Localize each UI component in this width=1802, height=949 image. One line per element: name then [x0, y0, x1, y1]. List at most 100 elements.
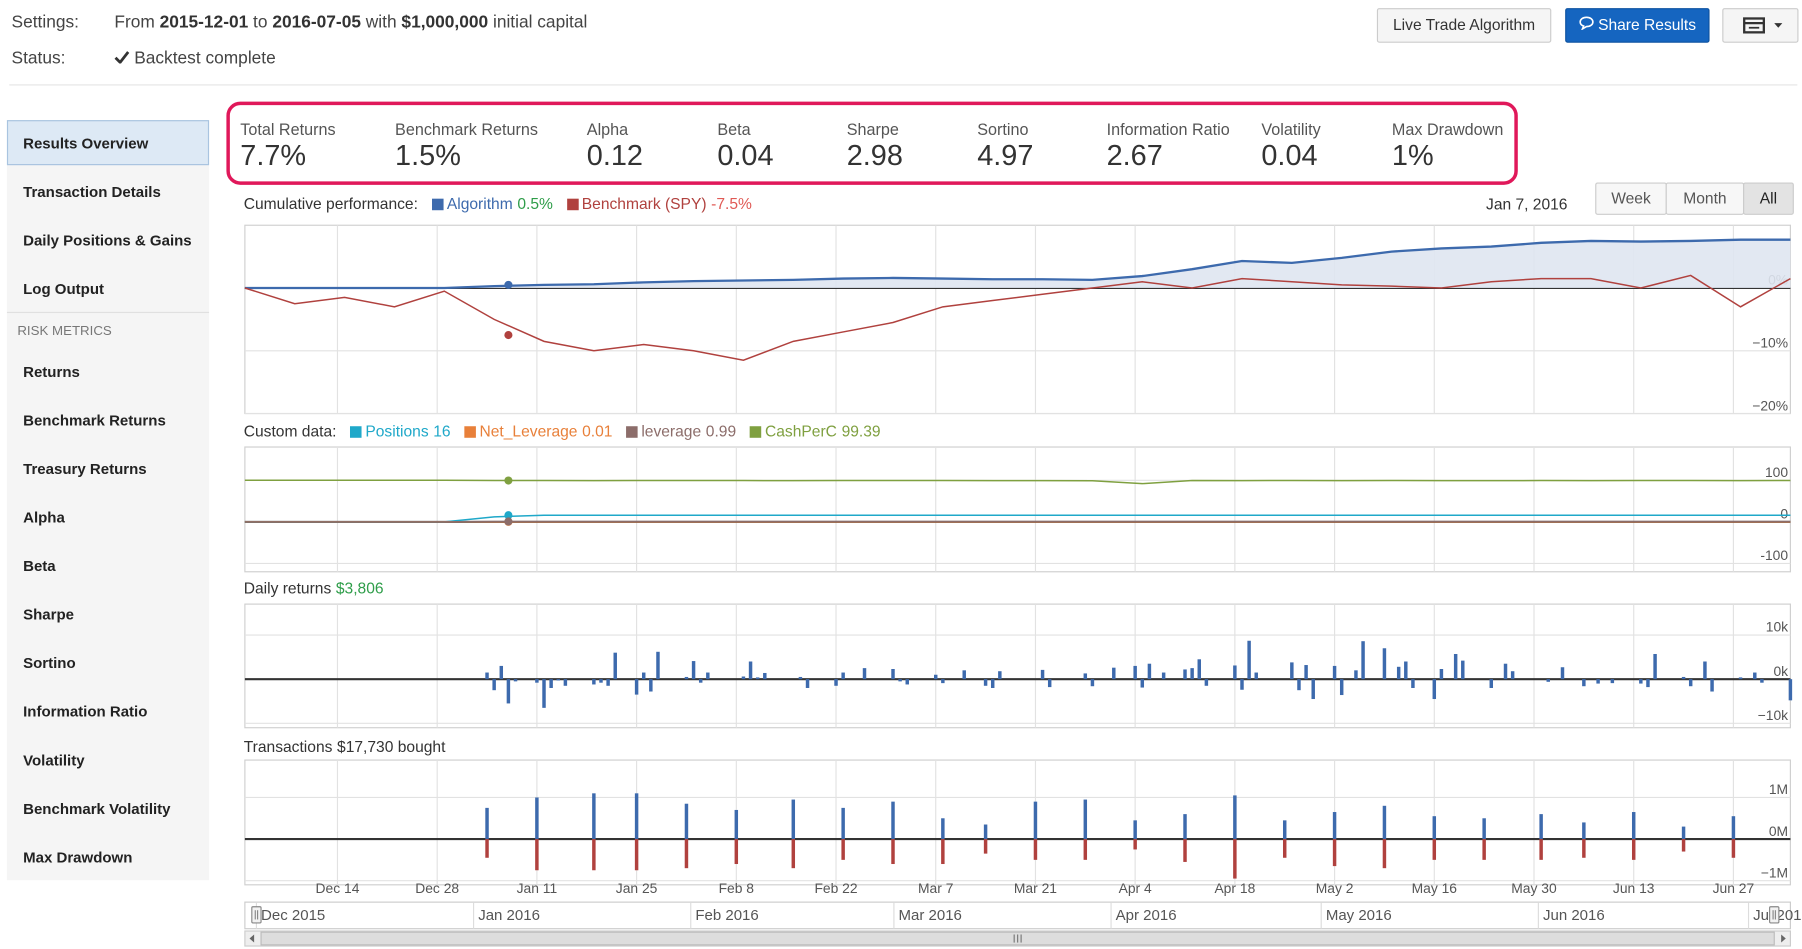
legend-swatch [566, 198, 579, 211]
bar [1610, 679, 1615, 684]
navigator [244, 901, 1791, 930]
plot-frame [244, 603, 1791, 729]
x-tick-label: Apr 4 [1119, 880, 1152, 896]
bar [1582, 839, 1586, 858]
bar [485, 807, 489, 840]
chart-title-row: Custom data: Positions 16 Net_Leverage 0.01 l… [244, 423, 881, 440]
bar [734, 839, 739, 865]
range-button[interactable]: All [1743, 182, 1794, 215]
sidebar-item[interactable]: Benchmark Volatility [23, 799, 171, 818]
status-text: Backtest complete [134, 48, 276, 69]
navigator-label: Feb 2016 [695, 907, 758, 924]
bar [862, 668, 867, 680]
bar [1396, 666, 1401, 680]
bar [983, 679, 988, 686]
bar [1361, 641, 1365, 680]
bar [1631, 839, 1636, 860]
bar [1040, 669, 1045, 680]
bar [983, 839, 988, 854]
bar [1639, 679, 1643, 684]
metric-value: 1% [1391, 139, 1434, 173]
share-button[interactable]: Share Results [1565, 8, 1710, 43]
bar [1432, 839, 1437, 860]
bar [1233, 665, 1237, 680]
cursor-point [504, 280, 513, 289]
bar [1133, 820, 1137, 840]
bar [1332, 812, 1337, 840]
y-tick-label: −1M [1761, 864, 1788, 880]
navigator-label: Apr 2016 [1116, 907, 1177, 924]
y-tick-label: 0M [1769, 823, 1788, 839]
metric-label: Volatility [1261, 120, 1321, 139]
bar [841, 839, 845, 860]
y-tick-label: -100 [1760, 547, 1788, 563]
bar [1731, 839, 1736, 858]
line [244, 479, 1791, 485]
sidebar-item[interactable]: Daily Positions & Gains [23, 231, 192, 249]
sidebar-item[interactable]: Benchmark Returns [23, 411, 166, 430]
live-trade-button[interactable]: Live Trade Algorithm [1376, 8, 1552, 43]
bar [763, 672, 767, 680]
sidebar-item[interactable]: Results Overview [23, 134, 149, 152]
bar [1489, 679, 1494, 688]
sidebar-item[interactable]: Alpha [23, 508, 65, 527]
sidebar-item[interactable]: Sortino [23, 654, 76, 672]
bar [1382, 839, 1387, 869]
sidebar-item[interactable]: Transaction Details [23, 183, 161, 201]
metric: Max Drawdown 1% [1392, 120, 1503, 173]
settings-text: From 2015-12-01 to 2016-07-05 with $1,00… [114, 13, 587, 33]
sidebar-item[interactable]: Sharpe [23, 605, 75, 624]
legend-swatch [350, 426, 362, 438]
y-tick-label: 100 [1765, 464, 1788, 480]
bar [1161, 672, 1166, 680]
sidebar-item[interactable]: Beta [23, 557, 56, 575]
bar [1090, 679, 1095, 687]
chart-title-row: Daily returns $3,806 [244, 580, 384, 597]
plot-frame [244, 759, 1791, 886]
y-tick-label: −20% [1752, 397, 1788, 413]
sidebar-item[interactable]: Log Output [23, 280, 104, 298]
y-tick-label: −10k [1758, 707, 1789, 723]
bar [634, 839, 639, 871]
range-button[interactable]: Week [1595, 182, 1667, 215]
bar [1083, 799, 1088, 840]
navigator-handle [251, 906, 262, 924]
cursor-point [504, 476, 513, 485]
bar [941, 818, 945, 840]
bar [506, 679, 511, 704]
bar [1311, 679, 1315, 700]
metric-value: 7.7% [240, 139, 307, 173]
bar [1282, 839, 1287, 858]
bar [641, 672, 646, 680]
legend-name: Net_Leverage [479, 422, 578, 441]
x-tick-label: Feb 22 [814, 880, 857, 896]
sidebar-item[interactable]: Returns [23, 363, 80, 381]
bar [1439, 669, 1444, 680]
y-tick-label: 1M [1769, 781, 1788, 797]
bar [1453, 653, 1458, 680]
bar [1582, 822, 1586, 840]
metric-value: 0.04 [1261, 139, 1318, 173]
bar [1083, 839, 1088, 860]
bar [542, 679, 546, 708]
chart-title-row: Transactions $17,730 bought [244, 738, 446, 755]
sidebar-item[interactable]: Volatility [23, 751, 85, 769]
menu-button[interactable] [1722, 8, 1799, 43]
bar [613, 652, 617, 680]
metric-value: 2.67 [1106, 139, 1163, 173]
navigator-label: Jun 2016 [1543, 907, 1605, 924]
bar [905, 679, 909, 685]
bar [1233, 839, 1237, 879]
bar [1411, 679, 1415, 688]
sidebar-item[interactable]: Max Drawdown [23, 848, 133, 866]
cursor-date: Jan 7, 2016 [1486, 197, 1567, 214]
legend-value: -7.5% [711, 195, 752, 213]
bar [1112, 667, 1116, 680]
sidebar-item[interactable]: Information Ratio [23, 702, 148, 721]
range-button[interactable]: Month [1665, 182, 1745, 215]
bar [1710, 679, 1714, 692]
bar [1560, 667, 1565, 680]
sidebar-item[interactable]: Treasury Returns [23, 460, 147, 478]
bar [1339, 679, 1344, 696]
legend-name: Positions [365, 422, 429, 441]
